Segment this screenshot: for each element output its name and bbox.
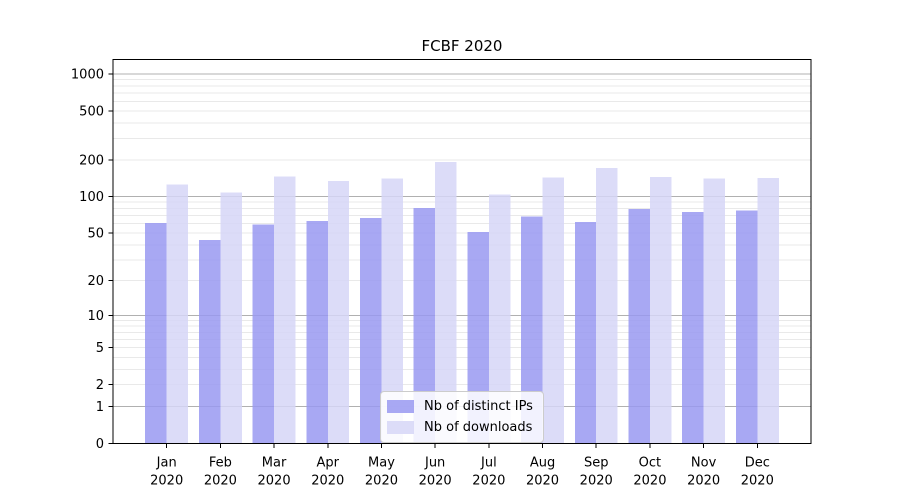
- x-tick-label-month: Aug: [530, 456, 555, 471]
- bar-nb-of-downloads-jun: [435, 161, 457, 444]
- x-tick-label-year: 2020: [258, 474, 291, 489]
- bar-nb-of-distinct-ips-sep: [574, 221, 597, 444]
- bar-nb-of-downloads-apr: [327, 181, 350, 444]
- x-tick-label-month: Jul: [480, 456, 497, 471]
- bar-nb-of-distinct-ips-jul: [467, 232, 489, 444]
- bar-nb-of-downloads-nov: [703, 178, 726, 444]
- x-tick-label-year: 2020: [580, 474, 613, 489]
- bar-nb-of-downloads-mar: [274, 176, 296, 444]
- x-tick-label-month: Dec: [745, 456, 770, 471]
- bar-nb-of-distinct-ips-jun: [413, 207, 436, 444]
- x-tick-label-month: Sep: [584, 456, 609, 471]
- x-tick-label-month: May: [368, 456, 395, 471]
- bar-nb-of-downloads-jul: [488, 194, 511, 444]
- x-tick-label-month: Mar: [262, 456, 287, 471]
- y-tick-label: 20: [87, 274, 104, 289]
- legend-item-downloads: Nb of downloads: [387, 419, 533, 436]
- bar-nb-of-downloads-may: [381, 178, 403, 444]
- x-tick-label-month: Feb: [209, 456, 232, 471]
- x-tick-label-month: Oct: [639, 456, 661, 471]
- bar-nb-of-distinct-ips-mar: [252, 224, 275, 444]
- x-tick-label-year: 2020: [311, 474, 344, 489]
- chart-title: FCBF 2020: [421, 37, 503, 55]
- bar-nb-of-distinct-ips-feb: [198, 239, 221, 444]
- bar-nb-of-distinct-ips-dec: [735, 210, 758, 444]
- bar-nb-of-downloads-aug: [542, 177, 565, 444]
- bar-nb-of-downloads-dec: [757, 178, 779, 444]
- x-tick-label-month: Jun: [424, 456, 445, 471]
- bar-nb-of-downloads-jan: [166, 184, 189, 444]
- y-tick-label: 5: [96, 341, 104, 356]
- x-tick-label-year: 2020: [687, 474, 720, 489]
- x-tick-label-year: 2020: [419, 474, 452, 489]
- x-tick-label-year: 2020: [150, 474, 183, 489]
- legend-label-downloads: Nb of downloads: [424, 420, 533, 435]
- plot-border: [112, 59, 812, 444]
- bar-nb-of-downloads-feb: [220, 192, 242, 444]
- x-tick-label-year: 2020: [741, 474, 774, 489]
- chart-legend: Nb of distinct IPs Nb of downloads: [380, 391, 544, 443]
- legend-swatch-downloads: [387, 421, 414, 434]
- x-tick-label-year: 2020: [365, 474, 398, 489]
- y-tick-label: 500: [79, 105, 104, 120]
- x-tick-label-month: Apr: [317, 456, 340, 471]
- bar-nb-of-distinct-ips-jan: [145, 222, 167, 444]
- y-tick-label: 1: [96, 400, 104, 415]
- y-tick-label: 50: [87, 227, 104, 242]
- bar-nb-of-distinct-ips-aug: [521, 216, 543, 444]
- y-tick-label: 1000: [71, 68, 104, 83]
- y-tick-label: 100: [79, 190, 104, 205]
- y-tick-label: 0: [96, 437, 104, 452]
- bar-nb-of-distinct-ips-oct: [628, 209, 650, 444]
- bar-nb-of-distinct-ips-nov: [682, 211, 704, 444]
- bar-nb-of-downloads-sep: [596, 167, 618, 444]
- legend-swatch-distinct-ips: [387, 400, 414, 413]
- x-tick-label-year: 2020: [633, 474, 666, 489]
- legend-item-distinct-ips: Nb of distinct IPs: [387, 398, 533, 415]
- bar-nb-of-distinct-ips-may: [359, 217, 382, 444]
- y-tick-label: 2: [96, 378, 104, 393]
- x-tick-label-month: Nov: [691, 456, 717, 471]
- x-tick-label-year: 2020: [472, 474, 505, 489]
- x-tick-label-month: Jan: [156, 456, 177, 471]
- bar-nb-of-distinct-ips-apr: [306, 221, 328, 444]
- x-tick-label-year: 2020: [204, 474, 237, 489]
- legend-label-distinct-ips: Nb of distinct IPs: [424, 399, 533, 414]
- y-tick-label: 10: [87, 309, 104, 324]
- bar-nb-of-downloads-oct: [649, 176, 672, 444]
- y-tick-label: 200: [79, 153, 104, 168]
- x-tick-label-year: 2020: [526, 474, 559, 489]
